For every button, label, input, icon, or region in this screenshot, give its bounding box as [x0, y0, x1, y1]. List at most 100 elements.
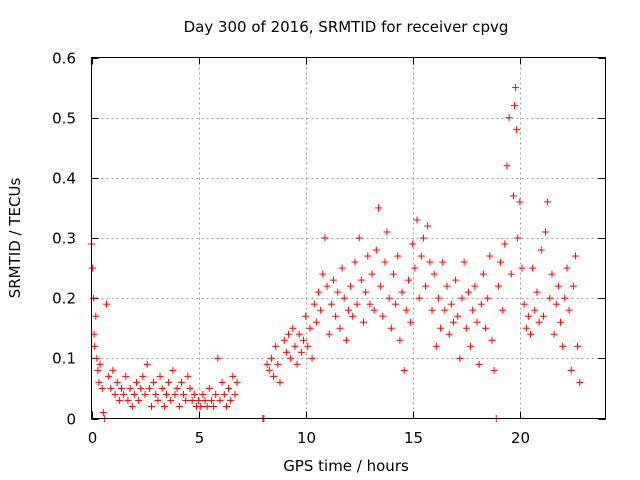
data-point — [285, 330, 293, 338]
y-tick-label: 0.2 — [52, 290, 76, 308]
data-point — [529, 264, 537, 272]
data-point — [402, 306, 410, 314]
data-point — [533, 288, 541, 296]
data-point — [379, 312, 387, 320]
data-point — [319, 270, 327, 278]
y-tick-label: 0.6 — [52, 50, 76, 68]
x-tick-label: 10 — [297, 429, 316, 447]
data-point — [550, 330, 558, 338]
data-point — [437, 324, 445, 332]
data-point — [92, 312, 100, 320]
data-point — [372, 246, 380, 254]
data-point — [477, 300, 485, 308]
data-point — [357, 276, 365, 284]
data-point — [353, 300, 361, 308]
data-point — [190, 390, 198, 398]
data-point — [524, 312, 532, 320]
data-point — [475, 360, 483, 368]
data-point — [415, 294, 423, 302]
data-point — [513, 126, 521, 134]
data-point — [141, 390, 149, 398]
data-point — [510, 102, 518, 110]
data-point — [128, 402, 136, 410]
data-point — [180, 390, 188, 398]
data-point — [419, 234, 427, 242]
data-point — [137, 384, 145, 392]
data-point — [156, 372, 164, 380]
data-point — [184, 372, 192, 380]
data-point — [546, 294, 554, 302]
x-tick-label: 5 — [195, 429, 205, 447]
data-point — [113, 378, 121, 386]
data-point — [272, 342, 280, 350]
data-point — [205, 384, 213, 392]
data-point — [497, 258, 505, 266]
data-point — [304, 342, 312, 350]
y-tick-label: 0.1 — [52, 350, 76, 368]
data-point — [263, 360, 271, 368]
data-point — [175, 402, 183, 410]
data-point — [165, 378, 173, 386]
data-point — [355, 234, 363, 242]
data-point — [407, 318, 415, 326]
data-point — [535, 318, 543, 326]
grid-layer — [91, 57, 606, 419]
data-point — [267, 354, 275, 362]
data-point — [396, 336, 404, 344]
data-point — [426, 258, 434, 266]
data-point — [567, 366, 575, 374]
data-point — [122, 372, 130, 380]
data-point — [107, 384, 115, 392]
data-point — [527, 330, 535, 338]
data-point — [443, 282, 451, 290]
data-point — [276, 378, 284, 386]
data-point — [222, 402, 230, 410]
data-point — [434, 294, 442, 302]
data-point — [340, 294, 348, 302]
tick-layer: 0 0.1 0.2 0.3 0.4 0.5 0.6 0 5 10 15 20 — [52, 50, 606, 447]
data-point — [389, 270, 397, 278]
data-point — [227, 396, 235, 404]
data-point — [295, 330, 303, 338]
data-point — [270, 372, 278, 380]
data-point — [445, 330, 453, 338]
data-point — [514, 234, 522, 242]
data-point — [323, 282, 331, 290]
data-point — [439, 258, 447, 266]
data-point — [559, 342, 567, 350]
data-point — [293, 360, 301, 368]
data-point — [96, 360, 104, 368]
data-point — [334, 288, 342, 296]
data-point — [552, 300, 560, 308]
y-tick-label: 0 — [66, 411, 76, 429]
data-point — [94, 366, 102, 374]
data-point — [518, 264, 526, 272]
data-point — [111, 390, 119, 398]
data-point — [199, 390, 207, 398]
data-point — [280, 336, 288, 344]
data-point — [306, 324, 314, 332]
chart-title: Day 300 of 2016, SRMTID for receiver cpv… — [184, 18, 509, 36]
data-point — [150, 378, 158, 386]
data-point — [430, 270, 438, 278]
data-point — [109, 366, 117, 374]
data-point — [336, 324, 344, 332]
data-point — [197, 402, 205, 410]
data-point — [182, 396, 190, 404]
data-point — [490, 366, 498, 374]
data-point — [225, 384, 233, 392]
plot-frame — [91, 57, 606, 419]
data-point — [364, 252, 372, 260]
data-point — [325, 330, 333, 338]
data-point — [385, 294, 393, 302]
data-point — [417, 252, 425, 260]
data-point — [282, 348, 290, 356]
data-point — [287, 354, 295, 362]
data-point — [145, 384, 153, 392]
data-point — [456, 354, 464, 362]
data-point — [167, 396, 175, 404]
data-point — [398, 288, 406, 296]
data-point — [312, 318, 320, 326]
data-point — [143, 360, 151, 368]
data-point — [310, 300, 318, 308]
